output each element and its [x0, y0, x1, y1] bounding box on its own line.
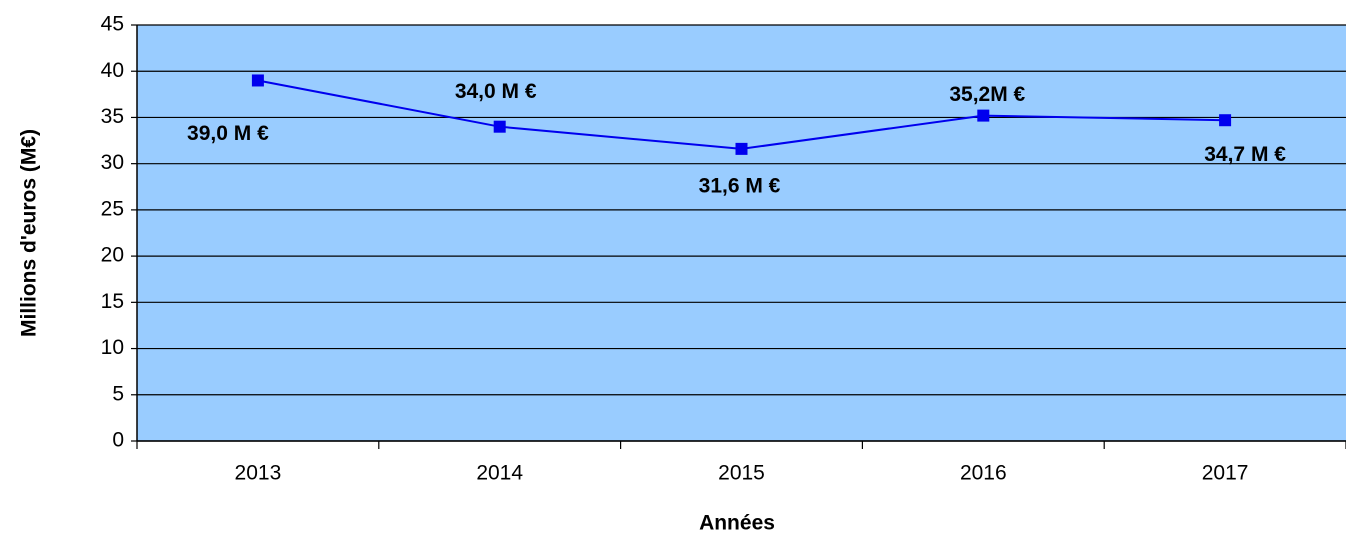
- y-tick-label: 25: [101, 197, 124, 220]
- x-tick-label: 2013: [235, 462, 282, 485]
- x-tick-label: 2017: [1202, 462, 1249, 485]
- x-tick-label: 2014: [476, 462, 523, 485]
- x-axis-title: Années: [699, 512, 775, 535]
- x-tick-label: 2015: [718, 462, 765, 485]
- y-tick-label: 20: [101, 244, 124, 267]
- y-tick-label: 30: [101, 151, 124, 174]
- marker: [493, 120, 506, 133]
- marker: [977, 109, 990, 122]
- x-tick-label: 2016: [960, 462, 1007, 485]
- y-tick-label: 15: [101, 290, 124, 313]
- marker: [251, 74, 264, 87]
- data-label: 31,6 M €: [699, 174, 781, 197]
- y-tick-label: 5: [112, 382, 124, 405]
- y-tick-label: 45: [101, 13, 124, 36]
- marker: [735, 142, 748, 155]
- y-tick-label: 35: [101, 105, 124, 128]
- data-label: 34,0 M €: [455, 80, 537, 103]
- data-label: 35,2M €: [949, 83, 1025, 106]
- y-tick-label: 40: [101, 59, 124, 82]
- y-axis-title: Millions d'euros (M€): [18, 129, 41, 337]
- data-label: 39,0 M €: [187, 122, 269, 145]
- y-tick-label: 10: [101, 336, 124, 359]
- y-tick-label: 0: [112, 429, 124, 452]
- data-label: 34,7 M €: [1204, 143, 1286, 166]
- marker: [1219, 114, 1232, 127]
- plot-area: [137, 25, 1346, 441]
